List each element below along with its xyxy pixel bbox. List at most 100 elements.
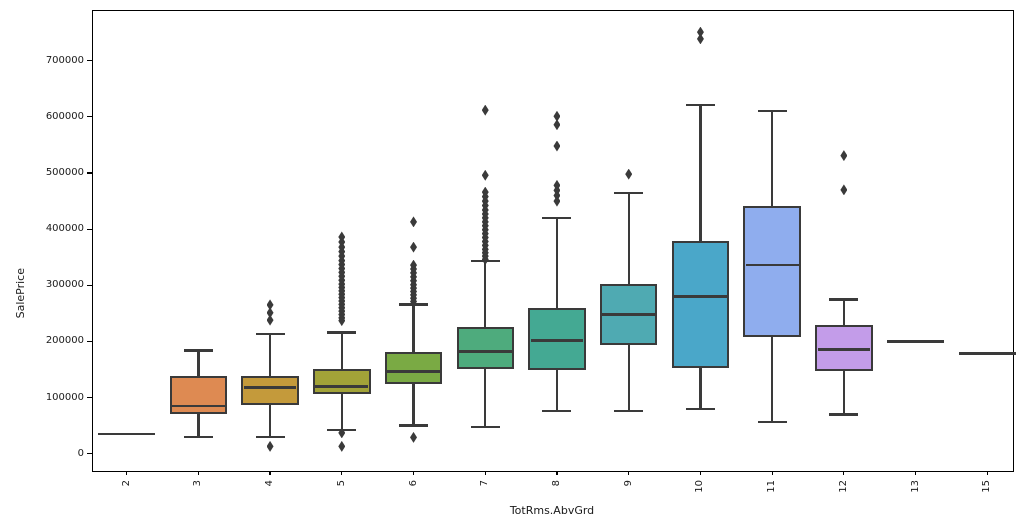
x-tick-mark bbox=[915, 470, 917, 475]
whisker-cap bbox=[327, 331, 357, 334]
outlier-marker bbox=[338, 315, 346, 327]
median-line bbox=[530, 339, 584, 343]
whisker bbox=[484, 261, 487, 327]
x-tick-mark bbox=[986, 470, 988, 475]
y-tick-label: 100000 bbox=[45, 391, 84, 403]
whisker-cap bbox=[542, 216, 572, 220]
whisker-cap bbox=[685, 407, 715, 410]
y-tick-mark bbox=[87, 453, 92, 455]
x-tick-label: 10 bbox=[694, 480, 706, 493]
x-tick-mark bbox=[341, 470, 343, 475]
x-tick-mark bbox=[556, 470, 558, 475]
y-tick-mark bbox=[87, 116, 92, 118]
y-tick-mark bbox=[87, 172, 92, 174]
median-line bbox=[243, 386, 297, 389]
box-12 bbox=[815, 324, 873, 371]
whisker bbox=[555, 370, 559, 412]
whisker-cap bbox=[757, 421, 787, 424]
box-7 bbox=[456, 326, 514, 370]
x-tick-mark bbox=[412, 470, 415, 475]
y-tick-mark bbox=[87, 284, 92, 286]
box-5 bbox=[313, 368, 371, 395]
x-tick-label: 6 bbox=[407, 480, 419, 487]
x-tick-label: 11 bbox=[766, 480, 778, 493]
median-line bbox=[458, 350, 512, 353]
outlier-marker bbox=[338, 427, 346, 439]
whisker bbox=[699, 105, 702, 241]
whisker bbox=[340, 332, 343, 369]
outlier-marker bbox=[481, 104, 489, 116]
whisker bbox=[770, 336, 774, 423]
x-tick-mark bbox=[771, 470, 773, 475]
outlier-marker bbox=[553, 119, 561, 131]
whisker bbox=[484, 369, 487, 427]
x-tick-label: 13 bbox=[909, 480, 921, 493]
outlier-marker bbox=[410, 431, 418, 443]
median-line bbox=[745, 263, 799, 267]
y-tick-label: 0 bbox=[77, 447, 84, 459]
box-11 bbox=[743, 205, 801, 337]
whisker-cap bbox=[183, 349, 213, 352]
y-tick-mark bbox=[87, 228, 92, 230]
median-line bbox=[315, 384, 369, 388]
x-tick-label: 5 bbox=[335, 480, 347, 487]
whisker bbox=[412, 383, 415, 426]
box-4 bbox=[241, 375, 299, 405]
y-tick-mark bbox=[87, 60, 92, 62]
outlier-marker bbox=[696, 26, 704, 38]
median-line bbox=[387, 369, 440, 373]
whisker bbox=[627, 345, 630, 412]
outlier-marker bbox=[553, 195, 561, 207]
outlier-marker bbox=[338, 440, 346, 452]
median-line bbox=[602, 313, 656, 316]
whisker bbox=[555, 217, 559, 309]
whisker bbox=[699, 367, 702, 409]
x-tick-label: 3 bbox=[192, 480, 204, 487]
box-3 bbox=[169, 375, 228, 415]
x-tick-mark bbox=[197, 470, 199, 475]
outlier-marker bbox=[553, 189, 561, 201]
outlier-marker bbox=[266, 299, 274, 311]
whisker bbox=[268, 404, 272, 437]
y-tick-label: 600000 bbox=[45, 110, 84, 122]
y-tick-label: 200000 bbox=[45, 335, 84, 347]
x-tick-mark bbox=[126, 470, 128, 475]
median-line bbox=[674, 295, 727, 298]
outlier-marker bbox=[481, 169, 489, 181]
whisker bbox=[770, 111, 774, 206]
degenerate-box-line bbox=[97, 432, 156, 436]
whisker-cap bbox=[255, 332, 285, 336]
outlier-marker bbox=[553, 110, 561, 122]
median-line bbox=[171, 404, 225, 408]
whisker bbox=[197, 350, 200, 376]
whisker-cap bbox=[542, 409, 572, 413]
y-tick-mark bbox=[87, 340, 92, 342]
x-tick-label: 2 bbox=[120, 480, 132, 487]
whisker bbox=[842, 370, 846, 415]
x-tick-mark bbox=[843, 470, 845, 475]
whisker-cap bbox=[757, 110, 787, 113]
x-tick-label: 7 bbox=[479, 480, 491, 487]
x-tick-label: 12 bbox=[837, 480, 849, 493]
outlier-marker bbox=[840, 184, 848, 196]
outlier-marker bbox=[266, 314, 274, 326]
whisker bbox=[197, 414, 200, 437]
whisker-cap bbox=[614, 192, 644, 195]
y-axis-title: SalePrice bbox=[14, 268, 27, 319]
whisker bbox=[340, 394, 343, 431]
whisker-cap bbox=[399, 424, 429, 427]
whisker-cap bbox=[685, 103, 715, 107]
whisker bbox=[627, 193, 630, 285]
y-tick-label: 300000 bbox=[45, 279, 84, 291]
whisker-cap bbox=[829, 298, 859, 301]
x-axis-title: TotRms.AbvGrd bbox=[509, 504, 595, 517]
x-tick-mark bbox=[269, 470, 271, 475]
box-10 bbox=[671, 240, 730, 368]
box-6 bbox=[384, 352, 443, 384]
outlier-marker bbox=[410, 296, 418, 308]
whisker-cap bbox=[183, 435, 213, 439]
degenerate-box-line bbox=[958, 351, 1017, 355]
x-tick-mark bbox=[484, 470, 486, 475]
outlier-marker bbox=[410, 241, 418, 253]
